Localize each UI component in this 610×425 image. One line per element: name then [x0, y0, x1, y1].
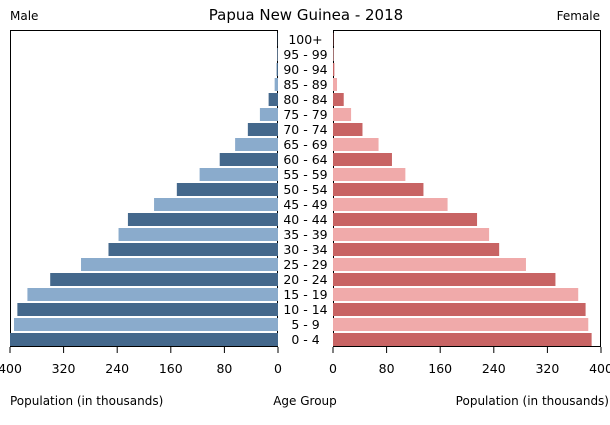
age-group-label: 55 - 59 — [283, 167, 327, 182]
female-bar — [333, 258, 526, 271]
age-group-label: 60 - 64 — [283, 152, 327, 167]
age-group-label: 95 - 99 — [283, 47, 327, 62]
male-bar — [10, 333, 278, 346]
age-group-label: 70 - 74 — [283, 122, 327, 137]
male-bar — [235, 138, 278, 151]
female-bar — [333, 213, 478, 226]
age-group-label: 80 - 84 — [283, 92, 327, 107]
age-group-label: 35 - 39 — [283, 227, 327, 242]
female-bar — [333, 228, 490, 241]
age-group-label: 45 - 49 — [283, 197, 327, 212]
age-group-label: 90 - 94 — [283, 62, 327, 77]
female-bar — [333, 48, 334, 61]
age-group-label: 25 - 29 — [283, 257, 327, 272]
male-bar — [14, 318, 279, 331]
male-bar — [199, 168, 278, 181]
female-bar — [333, 333, 592, 346]
female-bar — [333, 168, 406, 181]
age-group-label: 65 - 69 — [283, 137, 327, 152]
female-bar — [333, 318, 589, 331]
male-bar — [277, 48, 278, 61]
female-bar — [333, 288, 579, 301]
male-bar — [247, 123, 278, 136]
female-bars — [333, 33, 592, 346]
female-x-tick-label: 0 — [329, 361, 337, 376]
female-x-tick-label: 240 — [482, 361, 506, 376]
age-group-label: 10 - 14 — [283, 302, 327, 317]
male-x-tick-label: 240 — [105, 361, 129, 376]
age-group-label: 5 - 9 — [291, 317, 319, 332]
age-group-label: 15 - 19 — [283, 287, 327, 302]
male-x-tick-label: 400 — [0, 361, 22, 376]
female-bar — [333, 303, 586, 316]
male-label: Male — [10, 9, 38, 23]
male-bar — [27, 288, 279, 301]
age-group-label: 100+ — [288, 32, 322, 47]
age-group-label: 30 - 34 — [283, 242, 327, 257]
female-label: Female — [557, 9, 600, 23]
female-bar — [333, 183, 424, 196]
male-bar — [17, 303, 279, 316]
male-x-axis-title: Population (in thousands) — [10, 394, 163, 408]
female-bar — [333, 108, 352, 121]
male-bar — [154, 198, 278, 211]
male-bar — [118, 228, 278, 241]
female-bar — [333, 273, 556, 286]
male-bar — [108, 243, 279, 256]
male-bar — [219, 153, 278, 166]
male-x-tick-label: 80 — [216, 361, 232, 376]
age-group-label: 40 - 44 — [283, 212, 327, 227]
male-bar — [274, 78, 278, 91]
female-x-tick-label: 80 — [379, 361, 395, 376]
female-bar — [333, 153, 392, 166]
male-x-tick-label: 0 — [274, 361, 282, 376]
male-x-tick-label: 320 — [52, 361, 76, 376]
male-x-axis: 0 80 160 240 320 400 — [0, 347, 282, 376]
age-group-label: 20 - 24 — [283, 272, 327, 287]
male-bar — [50, 273, 279, 286]
age-group-axis-title: Age Group — [273, 394, 337, 408]
female-bar — [333, 78, 338, 91]
female-bar — [333, 243, 500, 256]
female-bar — [333, 93, 344, 106]
male-bar — [81, 258, 279, 271]
male-bar — [176, 183, 278, 196]
female-bar — [333, 198, 448, 211]
age-group-label: 85 - 89 — [283, 77, 327, 92]
male-bars — [10, 33, 279, 346]
age-group-label: 75 - 79 — [283, 107, 327, 122]
male-bar — [268, 93, 278, 106]
age-group-label: 50 - 54 — [283, 182, 327, 197]
male-x-tick-label: 160 — [159, 361, 183, 376]
age-group-label: 0 - 4 — [291, 332, 319, 347]
female-x-axis: 0 80 160 240 320 400 — [329, 347, 610, 376]
male-bar — [127, 213, 278, 226]
female-bar — [333, 123, 363, 136]
male-bar — [276, 63, 278, 76]
chart-title: Papua New Guinea - 2018 — [209, 6, 403, 24]
female-x-axis-title: Population (in thousands) — [456, 394, 609, 408]
female-bar — [333, 138, 379, 151]
female-x-tick-label: 160 — [428, 361, 452, 376]
female-x-tick-label: 400 — [589, 361, 610, 376]
female-x-tick-label: 320 — [535, 361, 559, 376]
male-bar — [259, 108, 278, 121]
female-bar — [333, 63, 335, 76]
